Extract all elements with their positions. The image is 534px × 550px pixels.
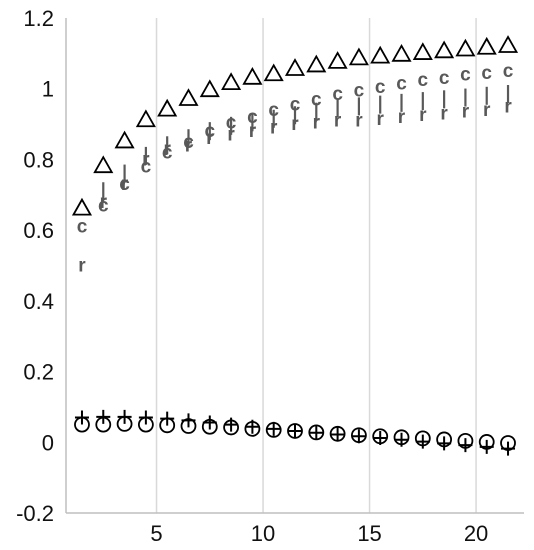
c-marker: c xyxy=(354,80,365,101)
plus-marker xyxy=(373,431,388,446)
triangle-marker xyxy=(306,54,327,73)
r-marker: r xyxy=(419,105,427,126)
plus-marker xyxy=(138,410,153,425)
r-marker: r xyxy=(440,103,448,124)
r-marker: r xyxy=(291,114,299,135)
r-marker: r xyxy=(227,125,235,146)
plus-marker xyxy=(479,439,494,454)
triangle-marker xyxy=(497,35,519,53)
c-marker: c xyxy=(290,95,301,116)
triangle-marker xyxy=(221,72,242,91)
r-marker: r xyxy=(377,109,385,130)
y-tick-label: 1.2 xyxy=(23,6,54,31)
r-marker: r xyxy=(334,111,342,132)
c-marker: c xyxy=(119,174,130,195)
r-marker: r xyxy=(249,121,257,142)
y-tick-label: 0.4 xyxy=(23,289,54,314)
r-marker: r xyxy=(398,107,406,128)
triangle-marker xyxy=(476,36,497,55)
y-tick-label: 0 xyxy=(42,430,54,455)
plus-marker xyxy=(415,434,430,449)
c-marker: c xyxy=(396,73,407,94)
plus-marker xyxy=(351,429,366,444)
triangle-marker xyxy=(178,88,199,106)
y-tick-label: 0.6 xyxy=(23,218,54,243)
triangle-marker xyxy=(71,197,93,216)
plus-marker xyxy=(437,436,452,451)
c-marker: c xyxy=(77,217,88,238)
plus-marker xyxy=(458,438,473,453)
c-marker: c xyxy=(503,61,514,82)
triangle-marker xyxy=(434,40,455,59)
triangle-marker xyxy=(263,63,284,82)
c-marker: c xyxy=(460,65,471,86)
x-tick-label: 20 xyxy=(464,521,488,546)
triangle-marker xyxy=(412,42,433,60)
y-tick-label: -0.2 xyxy=(16,501,54,526)
x-tick-label: 10 xyxy=(251,521,275,546)
plus-marker xyxy=(266,421,281,436)
r-marker: r xyxy=(121,174,129,195)
r-marker: r xyxy=(270,118,278,139)
triangle-marker xyxy=(391,43,412,62)
axes xyxy=(65,18,524,514)
y-tick-label: 1 xyxy=(42,77,54,102)
triangle-marker xyxy=(199,79,220,98)
r-marker: r xyxy=(483,100,491,121)
plus-marker xyxy=(96,409,111,424)
r-marker: r xyxy=(78,256,86,277)
r-marker: r xyxy=(504,96,512,117)
triangle-marker xyxy=(284,58,306,76)
plus-marker xyxy=(309,425,324,440)
c-marker: c xyxy=(439,68,450,89)
c-marker: c xyxy=(332,84,343,105)
plus-marker xyxy=(501,441,516,456)
triangle-marker xyxy=(370,45,391,64)
triangle-marker xyxy=(455,38,476,57)
plus-marker xyxy=(117,409,132,424)
c-marker: c xyxy=(375,77,386,98)
triangle-marker xyxy=(135,109,156,128)
x-tick-label: 5 xyxy=(150,521,162,546)
plus-marker xyxy=(245,419,260,434)
c-marker: c xyxy=(141,157,152,178)
data-marks: cccccccccccccccccccccrrrrrrrrrrrrrrrrrrr… xyxy=(71,35,519,456)
r-marker: r xyxy=(462,102,470,123)
c-marker: c xyxy=(98,195,109,216)
plus-marker xyxy=(330,427,345,442)
c-marker: c xyxy=(311,89,322,110)
plus-marker xyxy=(74,410,89,425)
triangle-marker xyxy=(93,155,114,174)
triangle-marker xyxy=(114,130,135,149)
grid-lines xyxy=(155,18,477,513)
x-tick-label: 15 xyxy=(357,521,381,546)
r-marker: r xyxy=(355,111,363,132)
r-marker: r xyxy=(313,112,321,133)
plus-marker xyxy=(224,417,239,432)
plus-marker xyxy=(202,415,217,430)
plus-marker xyxy=(394,432,409,447)
triangle-marker xyxy=(157,98,178,117)
c-marker: c xyxy=(481,63,492,84)
triangle-marker xyxy=(242,66,263,85)
y-tick-label: 0.8 xyxy=(23,147,54,172)
triangle-marker xyxy=(348,47,369,66)
tick-labels: -0.2 0 0.2 0.4 0.6 0.8 1 1.2 5 10 15 20 xyxy=(16,6,488,546)
c-marker: c xyxy=(418,70,429,91)
plus-marker xyxy=(181,413,196,428)
plus-marker xyxy=(160,411,175,426)
triangle-marker xyxy=(327,51,348,69)
r-marker: r xyxy=(100,192,108,213)
y-tick-label: 0.2 xyxy=(23,360,54,385)
plus-marker xyxy=(288,423,302,438)
